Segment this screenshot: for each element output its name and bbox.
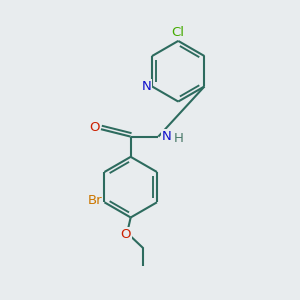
Text: O: O: [89, 121, 100, 134]
Text: O: O: [120, 228, 131, 241]
Text: N: N: [161, 130, 171, 143]
Text: Cl: Cl: [172, 26, 185, 39]
Text: Br: Br: [88, 194, 102, 207]
Text: N: N: [142, 80, 152, 93]
Text: H: H: [174, 132, 184, 145]
